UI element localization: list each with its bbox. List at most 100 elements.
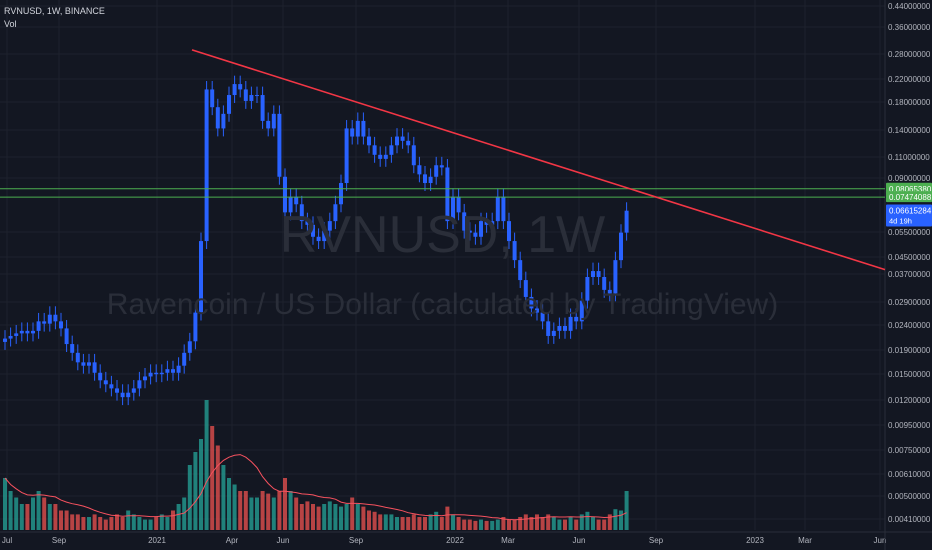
candle-body xyxy=(143,376,147,381)
volume-bar xyxy=(64,510,69,530)
candle-body xyxy=(568,316,573,331)
volume-bar xyxy=(434,511,439,530)
x-tick-label: Jun xyxy=(874,536,887,545)
volume-bar xyxy=(81,517,86,530)
volume-bar xyxy=(176,504,181,530)
volume-bar xyxy=(221,465,226,530)
candle-body xyxy=(215,107,220,129)
candle-body xyxy=(434,165,439,177)
y-tick-label: 0.01900000 xyxy=(888,346,931,355)
candle-body xyxy=(64,328,69,345)
volume-bar xyxy=(596,519,601,530)
candle-body xyxy=(227,95,231,114)
candle-body xyxy=(456,196,461,213)
y-tick-label: 0.00950000 xyxy=(888,421,931,430)
candle-body xyxy=(423,174,427,184)
y-tick-label: 0.01200000 xyxy=(888,396,931,405)
candle-body xyxy=(277,113,282,177)
candle-body xyxy=(490,221,495,225)
volume-bar xyxy=(507,519,511,530)
price-label-text: 0.07474088 xyxy=(889,193,932,202)
candle-body xyxy=(3,338,7,342)
volume-bar xyxy=(59,510,63,530)
candle-body xyxy=(70,344,75,353)
volume-bar xyxy=(579,514,584,530)
volume-bar xyxy=(120,517,125,530)
candle-body xyxy=(462,212,467,231)
volume-bar xyxy=(8,491,13,530)
candle-body xyxy=(557,326,562,331)
volume-label: Vol xyxy=(4,19,17,29)
volume-bar xyxy=(411,514,416,530)
candle-body xyxy=(182,352,187,366)
price-label-text: 0.08065380 xyxy=(889,185,932,194)
volume-bar xyxy=(143,519,147,530)
candle-body xyxy=(316,236,321,242)
candle-body xyxy=(176,365,181,373)
volume-bar xyxy=(204,400,209,530)
candle-body xyxy=(439,165,444,168)
candle-body xyxy=(339,183,343,205)
candle-body xyxy=(411,145,416,166)
y-tick-label: 0.02400000 xyxy=(888,321,931,330)
candle-body xyxy=(389,145,394,155)
volume-bar xyxy=(456,517,461,530)
volume-bar xyxy=(227,478,231,530)
volume-bar xyxy=(115,514,119,530)
description-watermark: Ravencoin / US Dollar (calculated by Tra… xyxy=(106,288,779,321)
candle-body xyxy=(288,196,293,213)
candle-body xyxy=(406,140,411,146)
volume-bar xyxy=(260,491,265,530)
x-tick-label: Sep xyxy=(349,536,364,545)
candle-body xyxy=(165,369,170,373)
volume-bar xyxy=(70,514,75,530)
candle-body xyxy=(271,113,276,129)
candle-body xyxy=(322,230,327,242)
candle-body xyxy=(467,230,472,233)
volume-bar xyxy=(529,517,534,530)
candle-body xyxy=(131,388,136,393)
y-tick-label: 0.01500000 xyxy=(888,370,931,379)
y-tick-label: 0.03700000 xyxy=(888,270,931,279)
volume-bar xyxy=(613,509,618,530)
volume-bar xyxy=(350,497,355,530)
x-tick-label: Sep xyxy=(649,536,664,545)
volume-bar xyxy=(277,491,282,530)
candle-body xyxy=(355,120,360,137)
symbol-header: RVNUSD, 1W, BINANCE xyxy=(4,6,105,16)
x-tick-label: Mar xyxy=(501,536,515,545)
volume-bar xyxy=(299,504,304,530)
candle-body xyxy=(115,388,119,393)
candle-body xyxy=(619,232,623,261)
candle-body xyxy=(159,372,164,375)
y-tick-label: 0.00500000 xyxy=(888,492,931,501)
y-tick-label: 0.05500000 xyxy=(888,228,931,237)
candle-body xyxy=(19,330,24,334)
trendline xyxy=(191,49,886,271)
volume-bar xyxy=(512,519,517,530)
candle-body xyxy=(75,352,80,363)
volume-bar xyxy=(383,514,388,530)
candle-body xyxy=(53,314,58,322)
volume-bar xyxy=(154,517,159,530)
volume-bar xyxy=(361,506,366,530)
candle-body xyxy=(546,321,551,336)
volume-bar xyxy=(591,517,595,530)
y-tick-label: 0.36000000 xyxy=(888,23,931,32)
candle-body xyxy=(451,196,455,222)
volume-bar xyxy=(25,504,30,530)
candle-body xyxy=(47,314,52,324)
volume-bar xyxy=(495,519,500,530)
volume-bar xyxy=(182,497,187,530)
volume-bar xyxy=(557,519,562,530)
volume-bar xyxy=(92,514,97,530)
candle-body xyxy=(42,321,47,324)
volume-bar xyxy=(490,520,495,530)
symbol-watermark: RVNUSD, 1W xyxy=(279,206,606,264)
candle-body xyxy=(249,95,254,101)
x-tick-label: Jun xyxy=(573,536,586,545)
candle-body xyxy=(400,136,405,141)
volume-bar xyxy=(602,519,607,530)
volume-bar xyxy=(333,504,338,530)
